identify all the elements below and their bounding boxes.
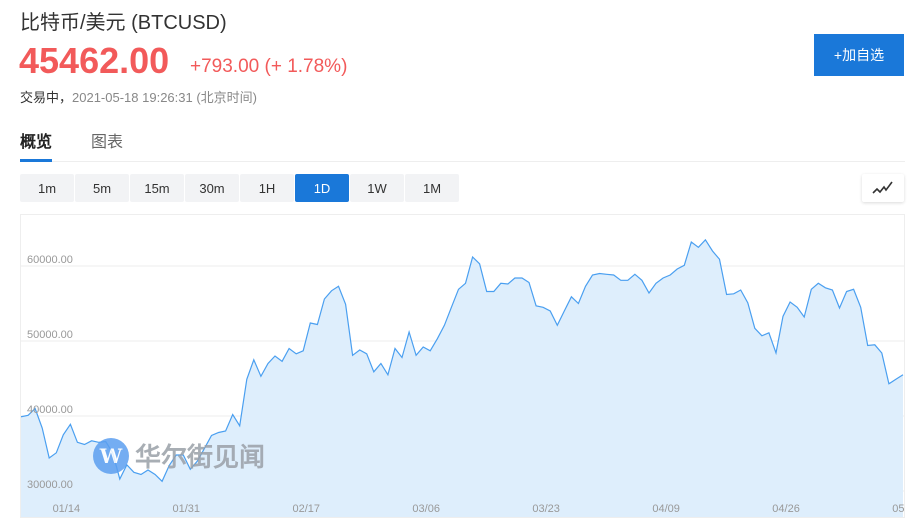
price-chart: 30000.00 40000.00 50000.00 60000.00 01/14 01/… — [20, 214, 905, 518]
timestamp: 2021-05-18 19:26:31 (北京时间) — [72, 90, 257, 105]
x-tick-label: 03/23 — [532, 503, 560, 515]
tab-overview[interactable]: 概览 — [20, 128, 53, 162]
price-line — [21, 238, 904, 483]
period-1mo[interactable]: 1M — [405, 174, 459, 202]
status-label: 交易中， — [20, 90, 73, 105]
watermark-text: 华尔街见闻 — [135, 443, 266, 473]
trading-status: 交易中，2021-05-18 19:26:31 (北京时间) — [20, 87, 257, 106]
x-tick-label: 03/06 — [412, 503, 440, 515]
chart-svg: 30000.00 40000.00 50000.00 60000.00 01/14 01/… — [21, 238, 905, 517]
x-tick-label: 05/13 — [892, 503, 905, 515]
watermark-logo: W — [93, 437, 129, 474]
period-1m[interactable]: 1m — [20, 174, 74, 202]
period-1w[interactable]: 1W — [350, 174, 404, 202]
page-title: 比特币/美元 (BTCUSD) — [20, 12, 227, 34]
period-1h[interactable]: 1H — [240, 174, 294, 202]
x-tick-label: 01/14 — [53, 503, 81, 515]
y-tick-label: 50000.00 — [27, 329, 73, 341]
x-tick-label: 01/31 — [173, 503, 201, 515]
period-30m[interactable]: 30m — [185, 174, 239, 202]
y-tick-label: 40000.00 — [27, 404, 73, 416]
watermark: W 华尔街见闻 — [93, 437, 265, 474]
period-1d[interactable]: 1D — [295, 174, 349, 202]
price-change: +793.00 (+ 1.78%) — [190, 56, 348, 77]
y-tick-label: 60000.00 — [27, 254, 73, 266]
chart-type-button[interactable] — [862, 174, 904, 202]
x-tick-label: 04/26 — [772, 503, 800, 515]
area-fill — [21, 239, 903, 517]
line-chart-icon — [872, 181, 893, 194]
period-5m[interactable]: 5m — [75, 174, 129, 202]
tab-chart[interactable]: 图表 — [91, 134, 124, 151]
period-selector: 1m 5m 15m 30m 1H 1D 1W 1M — [20, 174, 459, 202]
add-to-watchlist-button[interactable]: +加自选 — [814, 34, 904, 76]
period-15m[interactable]: 15m — [130, 174, 184, 202]
x-tick-label: 04/09 — [652, 503, 680, 515]
tab-bar: 概览 图表 — [20, 128, 905, 162]
x-tick-label: 02/17 — [292, 503, 320, 515]
current-price: 45462.00 — [19, 40, 170, 81]
y-tick-label: 30000.00 — [27, 479, 73, 491]
